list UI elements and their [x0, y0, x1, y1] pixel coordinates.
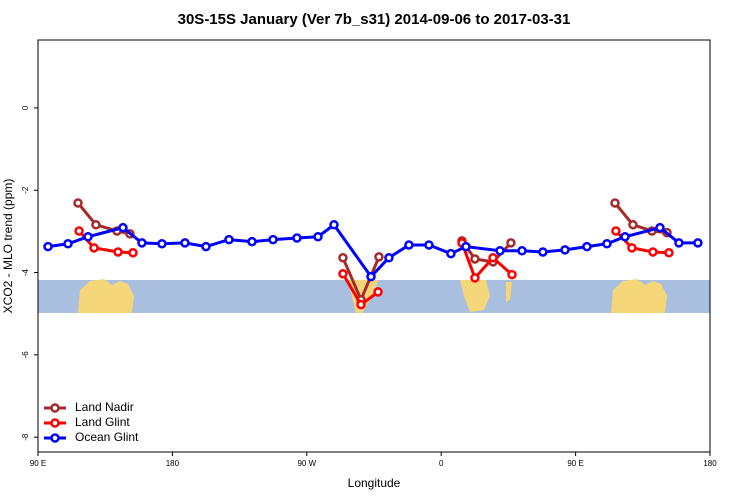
point — [91, 220, 101, 230]
point — [384, 252, 394, 263]
point — [338, 252, 348, 263]
point — [507, 269, 517, 280]
legend-marker — [50, 433, 60, 443]
point — [620, 231, 630, 242]
point — [247, 236, 257, 247]
plot-frame — [37, 39, 711, 453]
point — [404, 240, 414, 250]
x-tick-label: 90 E — [567, 459, 583, 468]
point — [373, 287, 383, 297]
point — [648, 247, 658, 257]
point — [128, 248, 138, 258]
point — [495, 245, 505, 256]
point — [602, 238, 612, 249]
y-axis-label: XCO2 - MLO trend (ppm) — [1, 179, 15, 314]
point — [313, 231, 323, 242]
x-tick-label: 180 — [166, 459, 180, 468]
legend-label: Ocean Glint — [75, 430, 139, 444]
legend-label: Land Glint — [75, 415, 130, 429]
point — [506, 238, 516, 248]
point — [560, 245, 570, 255]
legend-marker — [50, 403, 60, 413]
y-tick-label: -2 — [21, 186, 30, 194]
chart-title: 30S-15S January (Ver 7b_s31) 2014-09-06 … — [178, 11, 571, 28]
australia — [611, 279, 667, 313]
madagascar — [506, 282, 512, 302]
point — [118, 222, 128, 233]
point — [538, 247, 548, 257]
x-tick-label: 90 E — [30, 459, 46, 468]
point — [517, 245, 527, 256]
point — [664, 248, 674, 258]
y-tick-label: -4 — [21, 268, 30, 276]
point — [83, 231, 93, 242]
point — [461, 241, 471, 252]
point — [582, 241, 592, 252]
legend-marker — [50, 418, 60, 428]
point — [655, 222, 665, 233]
point — [470, 273, 480, 283]
point — [446, 248, 456, 259]
point — [488, 252, 498, 263]
y-tick-label: -6 — [21, 351, 30, 359]
point — [180, 238, 190, 248]
point — [43, 241, 53, 252]
point — [470, 254, 480, 264]
point — [201, 241, 211, 252]
point — [268, 234, 278, 245]
x-tick-label: 180 — [703, 459, 717, 468]
x-tick-label: 0 — [439, 459, 444, 468]
point — [74, 226, 84, 236]
point — [628, 220, 638, 230]
point — [356, 299, 366, 310]
point — [224, 234, 234, 245]
point — [611, 226, 621, 236]
point — [374, 252, 384, 262]
point — [329, 220, 339, 230]
y-tick-label: -8 — [21, 433, 30, 441]
point — [73, 198, 83, 208]
x-axis-label: Longitude — [348, 476, 401, 490]
point — [338, 269, 348, 279]
point — [137, 238, 147, 248]
point — [674, 238, 684, 248]
point — [693, 238, 703, 248]
point — [610, 198, 620, 208]
point — [113, 247, 123, 257]
point — [366, 271, 376, 282]
point — [89, 243, 99, 253]
point — [157, 238, 167, 249]
africa — [460, 280, 490, 312]
legend-label: Land Nadir — [75, 400, 134, 414]
point — [627, 243, 637, 253]
point — [292, 233, 302, 243]
point — [424, 240, 434, 250]
x-tick-label: 90 W — [297, 459, 316, 468]
y-tick-label: 0 — [21, 105, 30, 110]
australia — [78, 279, 134, 313]
point — [63, 238, 73, 249]
